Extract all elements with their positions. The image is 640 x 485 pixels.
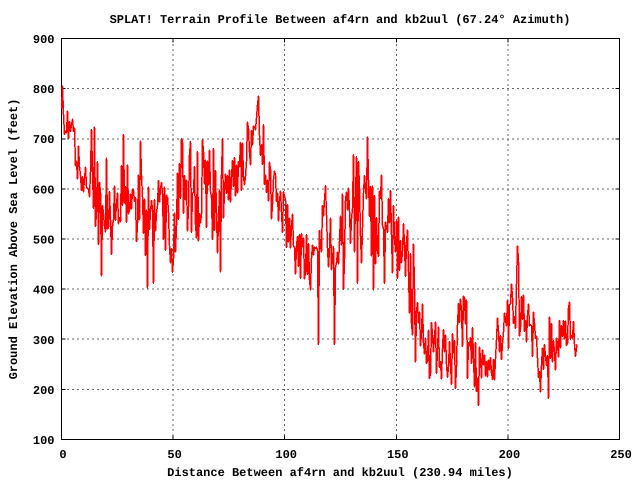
svg-text:50: 50 — [167, 448, 181, 462]
svg-text:900: 900 — [33, 33, 55, 47]
svg-text:500: 500 — [33, 234, 55, 248]
svg-text:100: 100 — [275, 448, 297, 462]
svg-text:Distance Between af4rn and kb2: Distance Between af4rn and kb2uul (230.9… — [167, 466, 513, 480]
svg-text:200: 200 — [499, 448, 521, 462]
svg-text:200: 200 — [33, 384, 55, 398]
svg-text:300: 300 — [33, 334, 55, 348]
svg-text:700: 700 — [33, 133, 55, 147]
svg-text:800: 800 — [33, 83, 55, 97]
svg-text:250: 250 — [610, 448, 632, 462]
svg-text:100: 100 — [33, 434, 55, 448]
svg-text:400: 400 — [33, 284, 55, 298]
svg-text:SPLAT! Terrain Profile Between: SPLAT! Terrain Profile Between af4rn and… — [110, 13, 571, 27]
svg-text:600: 600 — [33, 183, 55, 197]
svg-text:150: 150 — [387, 448, 409, 462]
svg-text:0: 0 — [59, 448, 66, 462]
svg-text:Ground Elevation Above Sea Lev: Ground Elevation Above Sea Level (feet) — [7, 99, 21, 380]
